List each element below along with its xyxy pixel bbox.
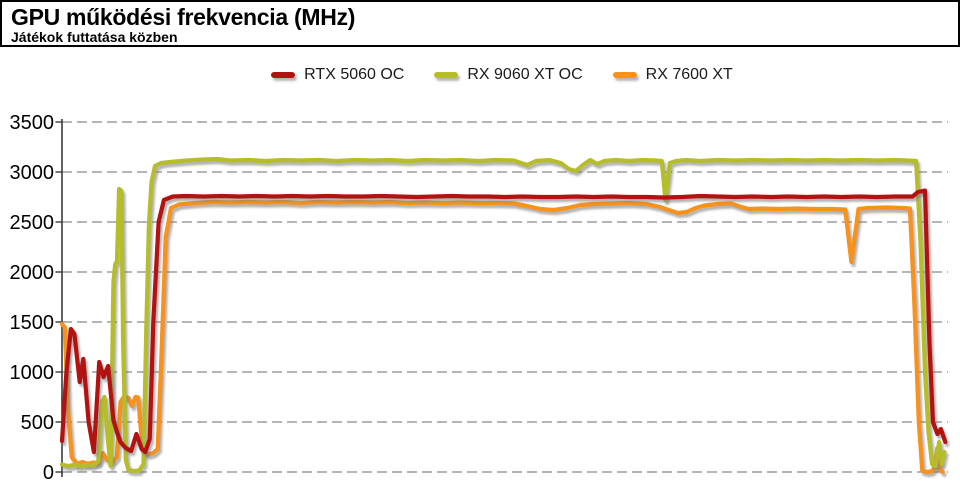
y-tick-label-1000: 1000 [10,362,55,384]
y-tick-label-1500: 1500 [10,312,55,334]
y-tick-label-500: 500 [21,412,54,434]
y-tick-label-2000: 2000 [10,262,55,284]
y-tick-label-2500: 2500 [10,212,55,234]
series-line-rx-7600-xt [59,199,945,475]
y-tick-label-3000: 3000 [10,162,55,184]
series-line-rtx-5060-oc [59,188,948,455]
legend-label: RX 9060 XT OC [467,66,583,83]
legend-item-rx-9060-xt-oc: RX 9060 XT OC [434,66,583,84]
y-tick-label-3500: 3500 [10,112,55,134]
legend-item-rtx-5060-oc: RTX 5060 OC [271,66,404,84]
chart-title: GPU működési frekvencia (MHz) [11,4,356,30]
chart-subtitle: Játékok futtatása közben [11,29,178,45]
y-tick-label-0: 0 [43,462,54,484]
legend-label: RX 7600 XT [645,66,733,83]
legend-item-rx-7600-xt: RX 7600 XT [612,66,733,84]
legend-marker-icon [434,72,459,78]
legend-marker-icon [271,72,296,78]
chart-legend: RTX 5060 OC RX 9060 XT OC RX 7600 XT [22,62,960,88]
legend-marker-icon [612,72,637,78]
series-line-rx-9060-xt-oc [59,156,947,474]
legend-label: RTX 5060 OC [304,66,405,83]
chart-header: GPU működési frekvencia (MHz) Játékok fu… [0,0,960,47]
